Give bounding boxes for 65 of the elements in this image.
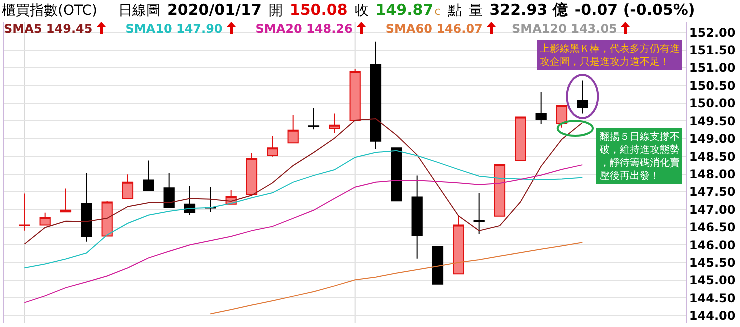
text: -0.07 (-0.05%) [574,1,696,19]
candlestick [391,148,402,202]
candlestick [267,136,278,158]
chart-subtitle: 日線圖 [118,3,160,19]
text: 149.87 [376,1,434,19]
candlestick [515,116,526,162]
candlestick [184,186,196,216]
annotation: SMA120 143.05 [512,22,618,36]
annotation: 上影線黑Ｋ棒，代表多方仍有進攻企圖，只是進攻力道不足！ [540,43,680,68]
candlestick [453,216,464,275]
y-tick-label: 145.50 [689,256,736,270]
y-tick-label: 147.50 [689,185,736,200]
candlestick [577,80,588,114]
candlestick [81,172,92,242]
y-tick-label: 148.50 [689,150,736,164]
y-tick-label: 151.50 [689,44,736,58]
candlestick [350,68,361,121]
candlestick [474,192,485,235]
y-tick-label: 148.00 [689,167,736,182]
y-tick-label: 147.00 [689,202,736,217]
candlestick [536,92,547,124]
candlestick [19,193,30,232]
candlestick [288,114,299,144]
candlestick [40,212,51,226]
text: 開 [268,3,283,19]
text: 量 [468,3,483,19]
text: SMA10 147.90 [126,22,223,36]
candlestick [60,188,72,213]
y-tick-label: 150.00 [689,96,736,111]
line-series [24,150,584,269]
y-tick-label: 151.00 [689,61,736,76]
line-series [24,164,584,304]
text: 翻揚５日線支撐不破，維持進攻態勢，靜待籌碼消化賣壓後再出發！ [599,131,680,182]
candlestick [370,41,382,150]
text: 收 [354,3,369,19]
candlestick [432,246,444,285]
text: SMA60 146.07 [386,22,483,36]
candlestick [556,105,568,128]
candlestick [412,175,423,260]
y-tick-label: 146.00 [689,238,736,252]
text: 150.08 [290,1,348,19]
candlestick [143,160,154,192]
text: SMA5 149.45 [4,22,93,36]
chart-title: 櫃買指數(OTC) [2,3,98,19]
text: 2020/01/17 [167,1,262,19]
text: SMA20 148.26 [256,22,353,36]
y-tick-label: 144.00 [689,309,736,324]
line-series [210,242,584,315]
candlestick [329,113,340,134]
y-tick-label: 146.50 [689,220,736,235]
y-tick-label: 144.50 [689,291,736,306]
y-tick-label: 150.50 [689,78,736,93]
candlestick [102,200,113,237]
y-tick-label: 145.00 [689,274,736,288]
text: c [434,5,441,18]
text: 點 [448,3,462,19]
candlestick [308,108,320,130]
text: 322.93 億 [490,1,568,19]
candlestick [164,172,175,208]
y-tick-label: 149.00 [689,132,736,146]
candlestick [122,174,134,200]
candlestick [246,152,258,195]
y-tick-label: 149.50 [689,114,736,128]
candlestick [494,164,506,217]
y-tick-label: 152.00 [689,26,736,40]
